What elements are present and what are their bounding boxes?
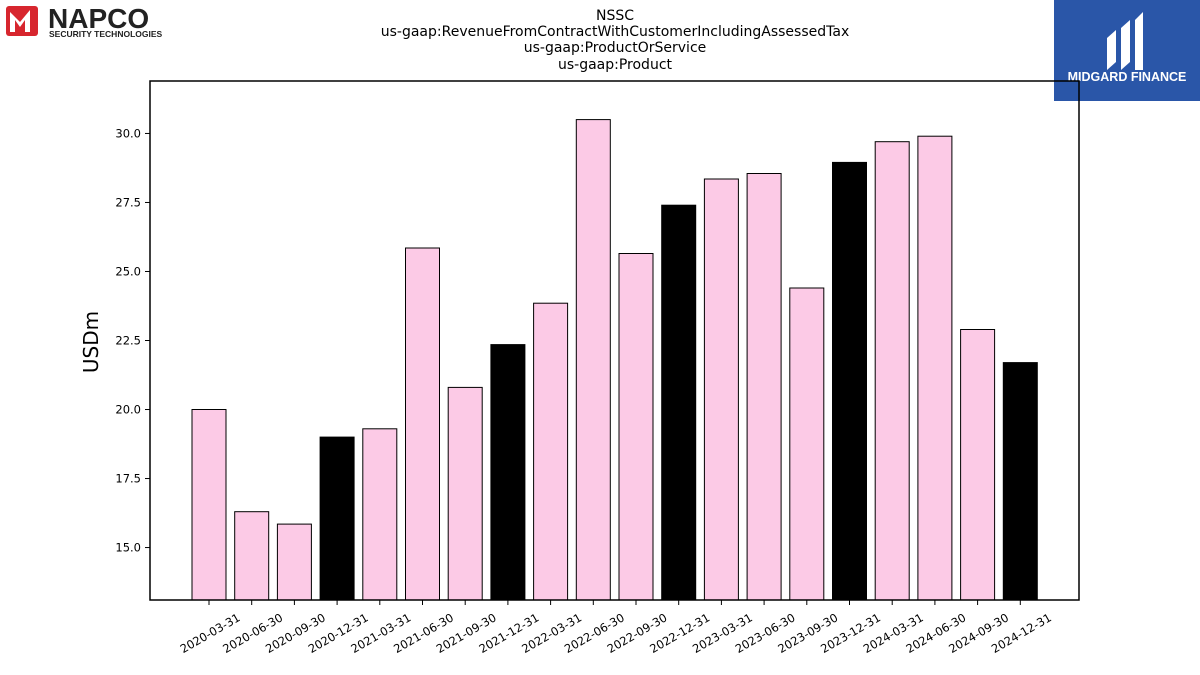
x-axis: 2020-03-312020-06-302020-09-302020-12-31… — [178, 600, 1054, 656]
bar-2023-12-31 — [832, 161, 867, 601]
napco-logo-name: NAPCO — [48, 3, 149, 34]
bar-2023-03-31 — [703, 178, 739, 601]
bar-2020-09-30 — [276, 523, 312, 601]
bar-2022-03-31 — [533, 302, 569, 601]
bar-2022-12-31 — [661, 204, 697, 601]
bar-2023-09-30 — [789, 287, 825, 601]
chart-title-line-2: us-gaap:RevenueFromContractWithCustomerI… — [381, 24, 850, 40]
bar-2023-06-30 — [746, 173, 782, 601]
chart-title-line-1: NSSC — [596, 8, 634, 24]
napco-logo-tagline: SECURITY TECHNOLOGIES — [49, 29, 163, 39]
bar-2022-06-30 — [575, 119, 611, 601]
chart-title-line-3: us-gaap:ProductOrService — [524, 40, 707, 56]
napco-logo: NAPCO SECURITY TECHNOLOGIES — [6, 3, 163, 39]
bar-2021-03-31 — [362, 428, 398, 601]
y-tick-label: 22.5 — [115, 334, 141, 348]
midgard-logo-name: MIDGARD FINANCE — [1068, 70, 1187, 84]
y-tick-label: 27.5 — [115, 195, 141, 209]
bar-2020-03-31 — [191, 409, 227, 601]
bar-series — [191, 119, 1038, 601]
y-axis: 15.0 17.5 20.0 22.5 25.0 27.5 30.0 — [115, 126, 150, 555]
y-tick-label: 30.0 — [115, 126, 141, 140]
napco-logo-stroke-icon — [10, 10, 30, 32]
midgard-logo: MIDGARD FINANCE — [1054, 0, 1200, 101]
bar-2021-09-30 — [447, 386, 483, 601]
bar-2021-12-31 — [490, 344, 526, 601]
bar-2024-12-31 — [1002, 362, 1038, 601]
plot-frame — [149, 80, 1080, 601]
midgard-logo-mark-icon — [1107, 12, 1143, 70]
y-tick-label: 20.0 — [115, 403, 141, 417]
bar-2024-03-31 — [874, 141, 910, 601]
y-tick-label: 15.0 — [115, 541, 141, 555]
chart-title: NSSC us-gaap:RevenueFromContractWithCust… — [381, 8, 850, 73]
bar-2024-09-30 — [960, 329, 996, 601]
y-tick-label: 25.0 — [115, 264, 141, 278]
bar-2024-06-30 — [917, 135, 953, 601]
bar-2020-12-31 — [319, 436, 355, 601]
y-axis-label: USDm — [79, 311, 103, 373]
bar-2021-06-30 — [405, 247, 440, 601]
chart-title-line-4: us-gaap:Product — [558, 57, 673, 73]
bar-2020-06-30 — [234, 511, 270, 601]
bar-2022-09-30 — [618, 253, 654, 601]
y-tick-label: 17.5 — [115, 472, 141, 486]
